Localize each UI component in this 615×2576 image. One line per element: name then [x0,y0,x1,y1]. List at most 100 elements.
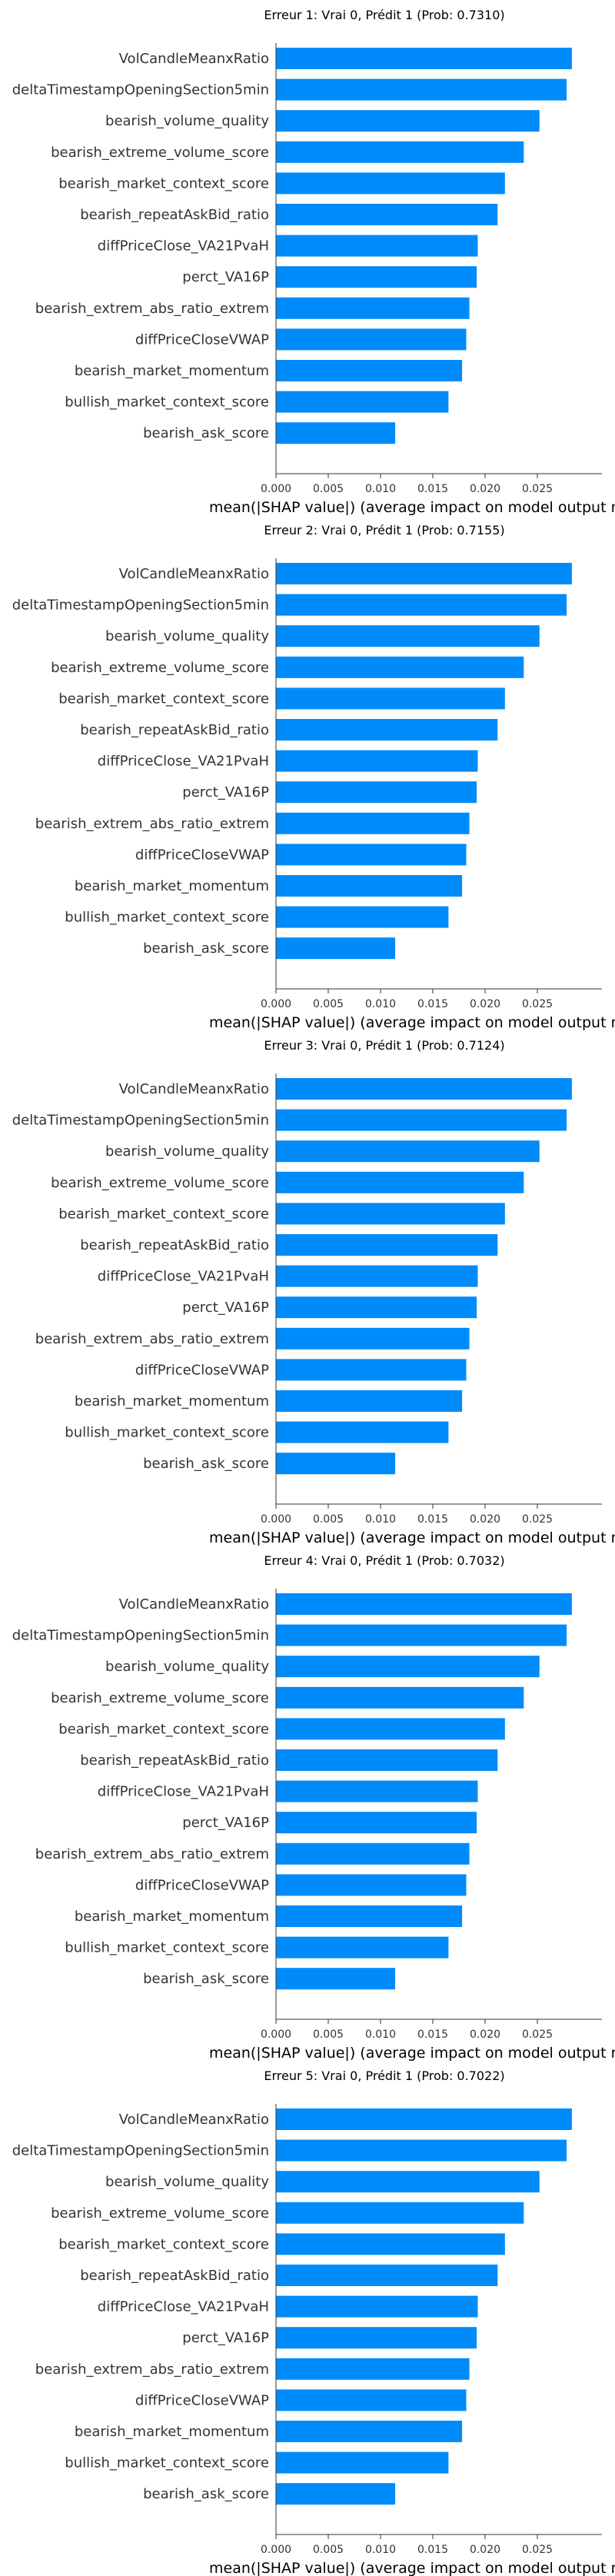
feature-label: VolCandleMeanxRatio [119,1596,269,1612]
bar [276,1905,463,1927]
shap-chart-5: Erreur 5: Vrai 0, Prédit 1 (Prob: 0.7022… [12,2068,615,2576]
feature-label: deltaTimestampOpeningSection5min [12,82,269,98]
feature-label: bearish_market_context_score [58,1206,269,1222]
bar [276,204,498,225]
feature-label: deltaTimestampOpeningSection5min [12,597,269,614]
feature-label: bearish_extreme_volume_score [51,2205,269,2222]
x-tick-label: 0.015 [417,1513,448,1526]
feature-label: diffPriceCloseVWAP [135,1877,269,1893]
x-tick-label: 0.010 [365,2544,396,2556]
bar [276,656,524,678]
x-tick-label: 0.005 [313,2029,344,2041]
x-tick-label: 0.015 [417,483,448,495]
x-tick-label: 0.000 [261,2029,291,2041]
bar [276,78,567,101]
bar [276,844,467,866]
x-axis-label: mean(|SHAP value|) (average impact on mo… [209,499,615,515]
x-tick-label: 0.000 [261,2544,291,2556]
bar [276,719,498,741]
feature-label: bearish_ask_score [143,1971,269,1987]
feature-label: bearish_repeatAskBid_ratio [80,2268,269,2284]
feature-label: perct_VA16P [182,2330,269,2346]
bar [276,594,567,616]
feature-label: bearish_extrem_abs_ratio_extrem [35,1331,269,1347]
bar [276,1109,567,1131]
chart-title: Erreur 5: Vrai 0, Prédit 1 (Prob: 0.7022… [264,2068,504,2083]
bar [276,110,540,132]
bar [276,625,540,647]
bar [276,1296,477,1319]
bar [276,1171,524,1193]
x-tick-label: 0.020 [470,998,500,1010]
x-tick-label: 0.020 [470,1513,500,1526]
feature-label: VolCandleMeanxRatio [119,51,269,67]
x-tick-label: 0.005 [313,2544,344,2556]
feature-label: bearish_market_momentum [75,878,269,894]
feature-label: bearish_ask_score [143,1456,269,1472]
x-tick-label: 0.005 [313,998,344,1010]
bar [276,2295,478,2318]
feature-label: bearish_market_momentum [75,1393,269,1409]
bar [276,360,463,381]
bar [276,2389,467,2411]
bar [276,875,463,897]
bar [276,1624,567,1646]
bar [276,1265,478,1287]
x-tick-label: 0.015 [417,2029,448,2041]
chart-title: Erreur 4: Vrai 0, Prédit 1 (Prob: 0.7032… [264,1553,504,1568]
feature-label: VolCandleMeanxRatio [119,566,269,582]
bar [276,1718,505,1740]
chart-title: Erreur 1: Vrai 0, Prédit 1 (Prob: 0.7310… [264,8,504,22]
bar [276,1390,463,1412]
feature-label: diffPriceCloseVWAP [135,2392,269,2408]
bar [276,937,396,960]
bar [276,172,505,195]
feature-label: bearish_market_momentum [75,2424,269,2440]
feature-label: bearish_extrem_abs_ratio_extrem [35,1846,269,1862]
bar [276,2421,463,2442]
bar [276,1359,467,1381]
x-tick-label: 0.020 [470,2029,500,2041]
x-tick-label: 0.025 [522,1513,553,1526]
bar [276,1686,524,1709]
bar [276,2171,540,2193]
feature-label: bearish_repeatAskBid_ratio [80,1237,269,1253]
feature-label: bullish_market_context_score [65,910,269,926]
feature-label: bearish_extreme_volume_score [51,145,269,161]
x-tick-label: 0.005 [313,1513,344,1526]
feature-label: bearish_repeatAskBid_ratio [80,207,269,223]
bar [276,2483,396,2505]
feature-label: bullish_market_context_score [65,2455,269,2471]
x-tick-label: 0.020 [470,483,500,495]
x-tick-label: 0.010 [365,2029,396,2041]
feature-label: perct_VA16P [182,269,269,285]
bar [276,235,478,257]
bar [276,781,477,804]
x-tick-label: 0.025 [522,998,553,1010]
feature-label: bearish_extreme_volume_score [51,660,269,676]
feature-label: bearish_ask_score [143,2486,269,2502]
bar [276,906,449,928]
feature-label: bearish_volume_quality [105,2174,269,2190]
x-axis-label: mean(|SHAP value|) (average impact on mo… [209,1014,615,1030]
feature-label: diffPriceCloseVWAP [135,847,269,863]
feature-label: bearish_market_context_score [58,175,269,191]
bar [276,2233,505,2255]
x-tick-label: 0.015 [417,2544,448,2556]
bar [276,2139,567,2162]
x-axis-label: mean(|SHAP value|) (average impact on mo… [209,2045,615,2061]
x-tick-label: 0.025 [522,483,553,495]
x-tick-label: 0.000 [261,998,291,1010]
feature-label: bearish_ask_score [143,425,269,441]
bar [276,1234,498,1256]
bar [276,1874,467,1896]
feature-label: bearish_volume_quality [105,1659,269,1675]
bar [276,750,478,772]
x-axis-label: mean(|SHAP value|) (average impact on mo… [209,2560,615,2576]
bar [276,2358,470,2380]
chart-title: Erreur 3: Vrai 0, Prédit 1 (Prob: 0.7124… [264,1038,504,1053]
shap-chart-2: Erreur 2: Vrai 0, Prédit 1 (Prob: 0.7155… [12,523,615,1030]
bar [276,48,572,69]
x-tick-label: 0.010 [365,998,396,1010]
